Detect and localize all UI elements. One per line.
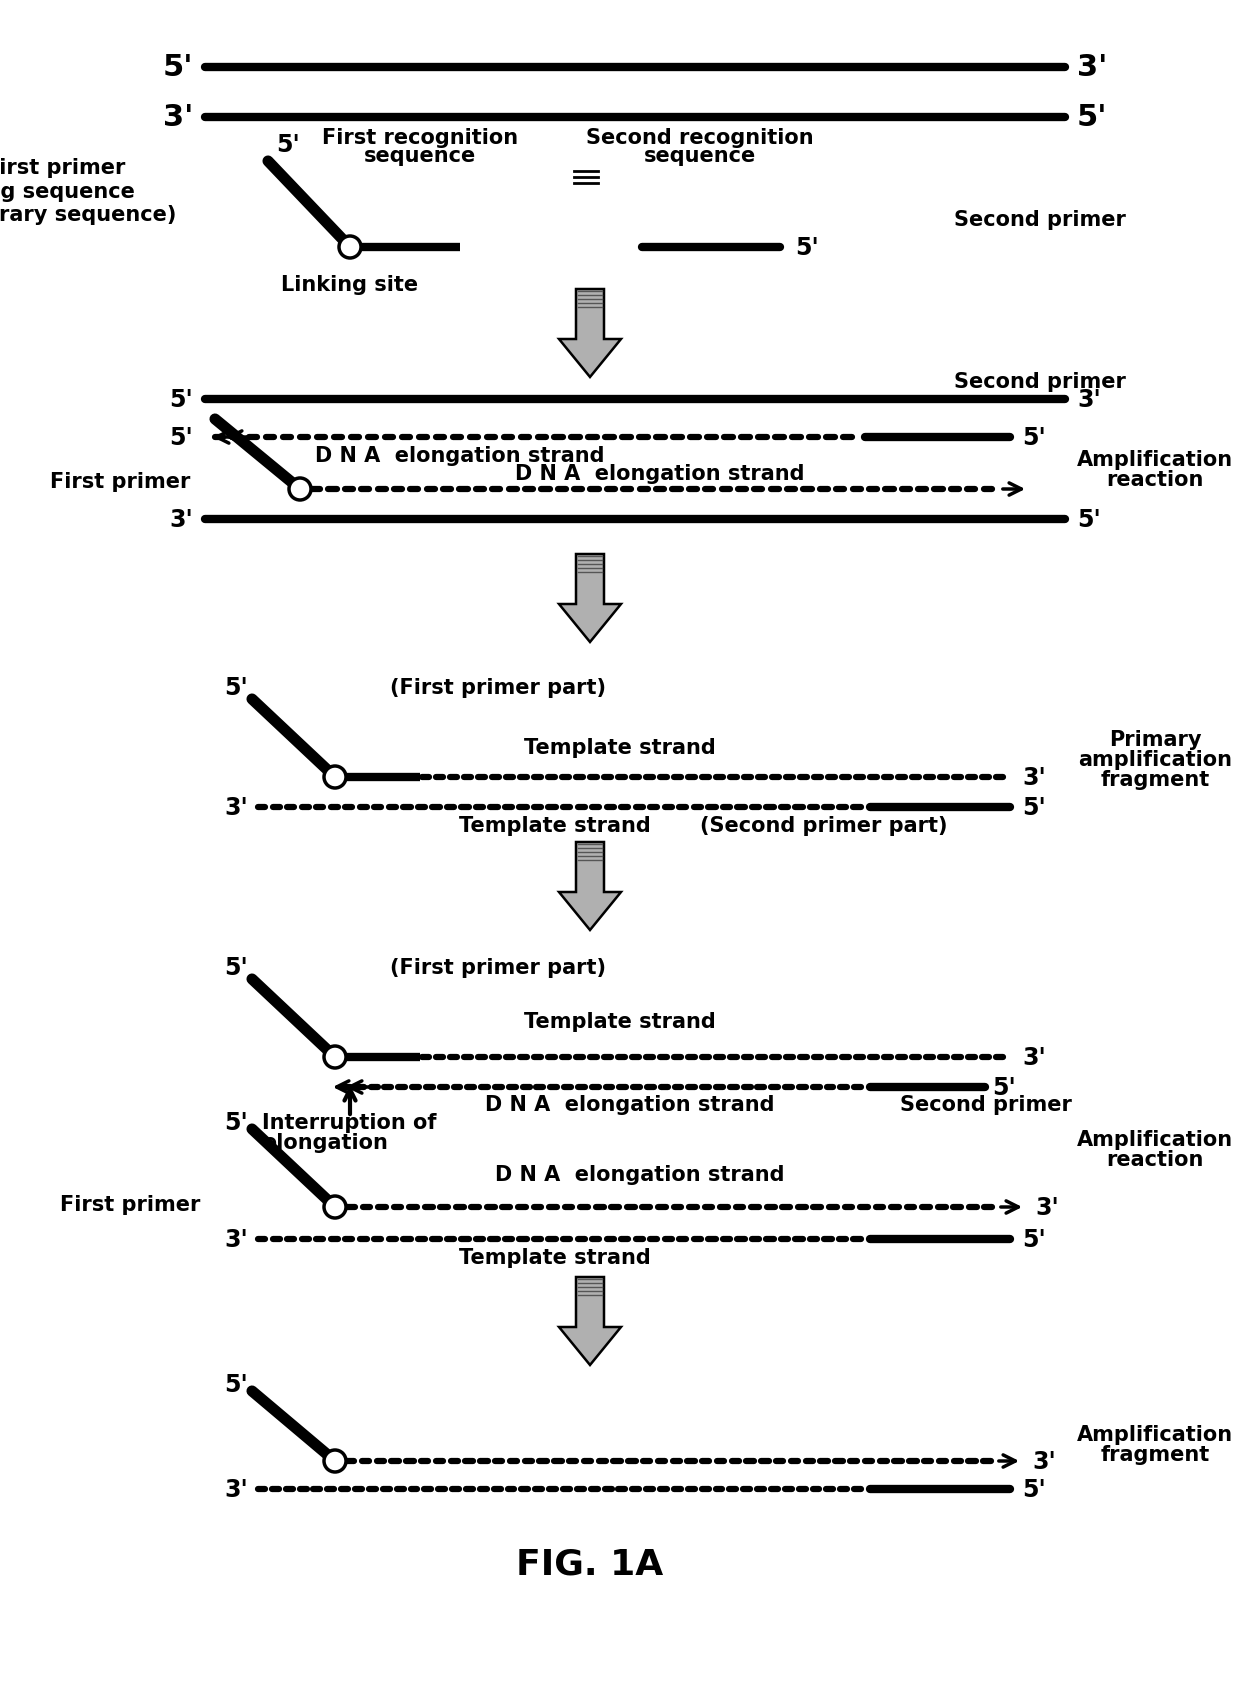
Text: First primer: First primer (60, 1195, 200, 1214)
Text: 5': 5' (1022, 1477, 1045, 1500)
Text: Second recognition: Second recognition (587, 128, 813, 149)
Text: 3': 3' (1032, 1449, 1055, 1473)
Text: Interruption of: Interruption of (262, 1113, 436, 1132)
Text: (arbitrary sequence): (arbitrary sequence) (0, 205, 176, 225)
FancyArrow shape (559, 843, 621, 930)
Text: First primer: First primer (0, 159, 125, 178)
Text: (Second primer part): (Second primer part) (701, 816, 947, 835)
Text: 3': 3' (1022, 1045, 1045, 1069)
Text: 5': 5' (1022, 1227, 1045, 1251)
Text: 5': 5' (1078, 507, 1101, 531)
Text: Template strand: Template strand (459, 1248, 651, 1267)
Text: First recognition: First recognition (322, 128, 518, 149)
Text: 5': 5' (224, 676, 248, 700)
Text: Tag sequence: Tag sequence (0, 183, 135, 201)
Text: 5': 5' (224, 1110, 248, 1135)
Text: Second primer: Second primer (900, 1094, 1071, 1115)
Text: 3': 3' (1035, 1195, 1059, 1219)
Circle shape (324, 1197, 346, 1219)
Text: Primary: Primary (1109, 729, 1202, 749)
Text: 5': 5' (169, 387, 193, 411)
Text: fragment: fragment (1100, 1444, 1210, 1465)
Circle shape (324, 766, 346, 789)
Text: sequence: sequence (644, 145, 756, 166)
Text: (First primer part): (First primer part) (391, 958, 606, 978)
Text: 3': 3' (224, 1227, 248, 1251)
Text: Amplification: Amplification (1076, 1130, 1233, 1149)
Circle shape (339, 237, 361, 259)
Text: First primer: First primer (50, 471, 190, 492)
Text: 3': 3' (169, 507, 193, 531)
Text: FIG. 1A: FIG. 1A (516, 1547, 663, 1581)
Text: 5': 5' (277, 133, 300, 157)
Text: 5': 5' (1078, 104, 1107, 133)
Text: Amplification: Amplification (1076, 1424, 1233, 1444)
Text: 5': 5' (224, 956, 248, 980)
Text: D N A  elongation strand: D N A elongation strand (495, 1164, 785, 1185)
Circle shape (289, 478, 311, 500)
FancyArrow shape (559, 555, 621, 642)
Text: Linking site: Linking site (281, 275, 419, 295)
Text: 3': 3' (224, 1477, 248, 1500)
Circle shape (324, 1046, 346, 1069)
Text: sequence: sequence (363, 145, 476, 166)
Text: reaction: reaction (1106, 1149, 1204, 1169)
Text: Template strand: Template strand (525, 737, 715, 758)
Text: D N A  elongation strand: D N A elongation strand (485, 1094, 775, 1115)
Text: 5': 5' (169, 425, 193, 449)
Circle shape (324, 1451, 346, 1471)
Text: Template strand: Template strand (525, 1012, 715, 1031)
Text: elongation: elongation (262, 1132, 388, 1152)
Text: 5': 5' (1022, 795, 1045, 819)
Text: fragment: fragment (1100, 770, 1210, 790)
Text: 3': 3' (224, 795, 248, 819)
Text: 3': 3' (1078, 53, 1107, 82)
Text: amplification: amplification (1078, 749, 1233, 770)
Text: 5': 5' (1022, 425, 1045, 449)
Text: (First primer part): (First primer part) (391, 678, 606, 698)
Text: 5': 5' (224, 1372, 248, 1396)
Text: 5': 5' (162, 53, 193, 82)
Text: D N A  elongation strand: D N A elongation strand (315, 446, 605, 466)
Text: Template strand: Template strand (459, 816, 651, 835)
Text: 3': 3' (1078, 387, 1101, 411)
Text: Amplification: Amplification (1076, 449, 1233, 469)
Text: reaction: reaction (1106, 469, 1204, 490)
Text: 5': 5' (992, 1075, 1016, 1099)
Text: Second primer: Second primer (954, 372, 1126, 393)
FancyArrow shape (559, 1277, 621, 1366)
Text: 3': 3' (162, 104, 193, 133)
Text: 5': 5' (795, 236, 818, 259)
Text: 3': 3' (1022, 765, 1045, 790)
Text: D N A  elongation strand: D N A elongation strand (516, 464, 805, 483)
FancyArrow shape (559, 290, 621, 377)
Text: Second primer: Second primer (954, 210, 1126, 230)
